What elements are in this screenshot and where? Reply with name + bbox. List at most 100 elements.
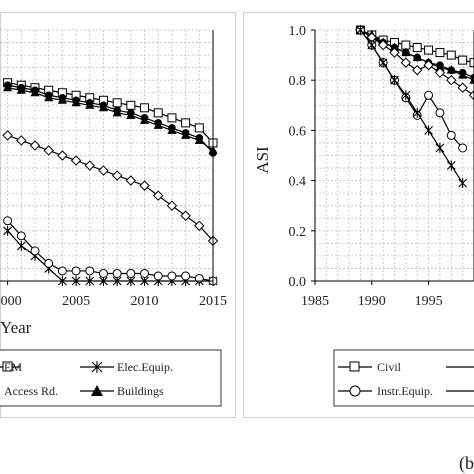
data-point <box>2 130 13 141</box>
data-point <box>16 240 26 251</box>
series-line <box>7 87 214 151</box>
data-point <box>112 98 122 108</box>
data-point <box>458 68 467 77</box>
data-point <box>85 266 95 276</box>
right-plot-series <box>355 24 474 189</box>
legend-label-buildings: Buildings <box>117 384 164 398</box>
data-point <box>468 90 474 101</box>
data-point <box>3 225 13 236</box>
data-point <box>167 113 177 123</box>
right-y-axis-title: ASI <box>253 146 272 174</box>
data-point <box>194 273 204 283</box>
data-point <box>378 57 388 68</box>
data-point <box>401 90 411 101</box>
data-point <box>412 107 422 118</box>
y-tick-label: 0.6 <box>289 124 307 139</box>
data-point <box>126 268 136 278</box>
series-line <box>7 134 214 242</box>
left-plot-axes: 2000 2005 2010 2015 <box>0 30 227 309</box>
data-point <box>367 40 377 51</box>
data-point <box>3 216 13 226</box>
data-point <box>43 145 54 156</box>
data-point <box>31 86 39 95</box>
data-point <box>446 50 456 60</box>
data-point <box>194 220 205 231</box>
legend-label-em: EM <box>4 360 22 374</box>
panel-label: (b <box>459 453 474 474</box>
data-point <box>98 268 108 278</box>
x-tick-label: 1985 <box>301 294 329 309</box>
data-point <box>181 129 190 137</box>
legend-entry-em: EM <box>0 360 22 374</box>
data-point <box>17 83 26 92</box>
data-point <box>389 47 400 58</box>
data-point <box>113 106 121 115</box>
data-point <box>458 178 468 189</box>
left-legend-box <box>0 349 222 407</box>
data-point <box>153 271 163 281</box>
star-marker-icon <box>91 361 103 373</box>
data-point <box>85 98 94 107</box>
data-point <box>181 118 191 128</box>
data-point <box>458 55 468 65</box>
data-point <box>58 93 67 102</box>
data-point <box>435 108 445 118</box>
data-point <box>99 101 108 110</box>
data-point <box>166 200 178 211</box>
data-point <box>71 266 81 276</box>
legend-label-civil: Civil <box>377 360 402 374</box>
data-point <box>446 74 457 86</box>
legend-entry-elec-equip: Elec.Equip. <box>80 360 173 374</box>
data-point <box>434 67 446 78</box>
data-point <box>435 142 445 153</box>
left-x-axis-title: Year <box>0 318 32 337</box>
data-point <box>446 130 456 140</box>
triangle-filled-marker-icon <box>91 385 103 396</box>
x-tick-label: 2005 <box>62 294 90 309</box>
data-point <box>153 108 163 118</box>
data-point <box>424 45 434 55</box>
data-point <box>140 268 150 278</box>
data-point <box>168 124 176 132</box>
data-point <box>402 48 410 57</box>
data-point <box>29 140 41 151</box>
data-point <box>112 268 122 278</box>
data-point <box>72 96 80 105</box>
data-point <box>424 125 433 136</box>
legend-entry-right-partial <box>446 366 474 392</box>
data-point <box>424 90 434 100</box>
data-point <box>111 170 123 181</box>
legend-label-access-rd: Access Rd. <box>4 384 58 398</box>
data-point <box>390 75 399 86</box>
x-tick-label: 1990 <box>358 294 386 309</box>
data-point <box>140 114 149 122</box>
data-point <box>16 231 26 241</box>
square-open-marker-icon <box>2 361 13 372</box>
data-point <box>153 190 164 201</box>
data-point <box>458 143 468 153</box>
data-point <box>412 64 423 76</box>
x-tick-label: 2010 <box>131 294 159 309</box>
data-point <box>423 59 434 71</box>
data-point <box>446 160 456 171</box>
data-point <box>3 81 12 90</box>
data-point <box>98 165 109 176</box>
data-point <box>470 73 474 82</box>
data-point <box>194 123 204 133</box>
data-point <box>356 25 365 35</box>
legend-entry-civil: Civil <box>338 360 402 374</box>
data-point <box>435 48 445 58</box>
data-point <box>30 246 40 256</box>
legend-entry-instr-equip: Instr.Equip. <box>338 384 433 398</box>
data-point <box>57 150 68 161</box>
square-open-marker-icon <box>349 361 360 372</box>
data-point <box>84 160 95 171</box>
y-tick-label: 0.0 <box>289 275 307 290</box>
data-point <box>44 258 54 268</box>
legend-label-instr-equip: Instr.Equip. <box>377 384 433 398</box>
series-line <box>359 29 464 184</box>
data-point <box>167 271 177 281</box>
data-point <box>180 210 191 221</box>
data-point <box>126 100 136 110</box>
